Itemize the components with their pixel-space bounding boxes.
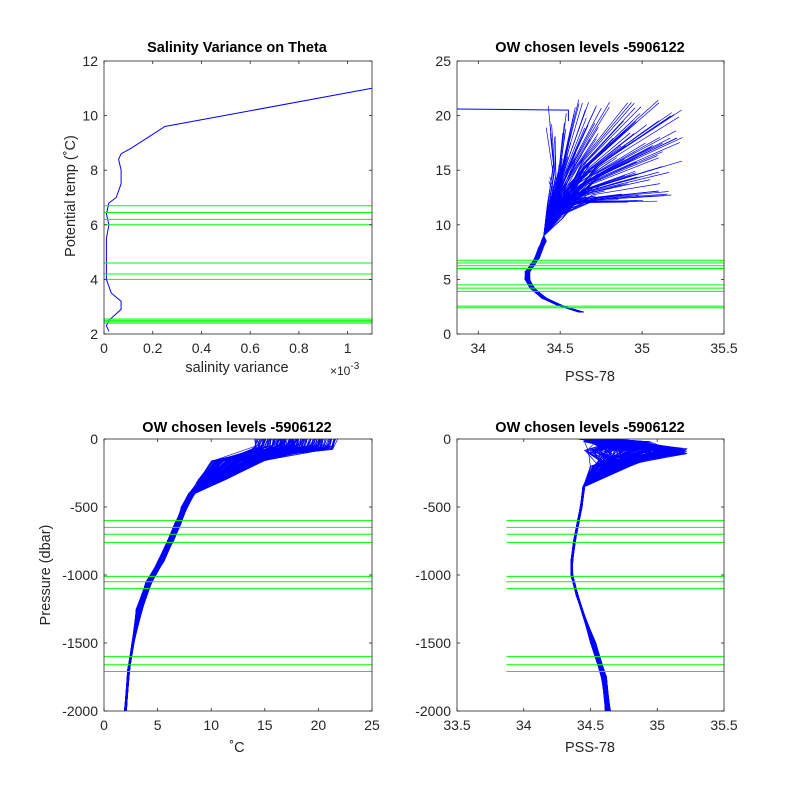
panel4-data	[506, 439, 724, 711]
x-tick-label: 35.5	[710, 340, 737, 356]
panel-theta-salinity: OW chosen levels -5906122 34 34.5 35 35.5 0 5…	[435, 40, 737, 385]
panel3-data	[104, 439, 372, 711]
panel1-x-exponent-power: -3	[350, 361, 359, 372]
x-tick-label: 0.2	[143, 340, 163, 356]
panel2-title: OW chosen levels -5906122	[495, 40, 684, 56]
x-tick-label: 1	[344, 340, 352, 356]
y-tick-label: 10	[82, 108, 98, 124]
series-line	[457, 108, 569, 122]
profile-line	[124, 439, 286, 711]
y-tick-label: -2000	[62, 703, 98, 719]
x-tick-label: 5	[154, 717, 162, 733]
axes-box	[456, 60, 725, 335]
x-tick-label: 35	[634, 340, 650, 356]
panel-salinity-variance: Salinity Variance on Theta 0 0.2 0.4 0.6 0.8…	[63, 40, 373, 378]
y-tick-label: -1000	[62, 567, 98, 583]
y-tick-label: -500	[70, 499, 98, 515]
y-tick-label: -2000	[415, 703, 451, 719]
y-tick-label: -1500	[62, 635, 98, 651]
y-tick-label: -500	[423, 499, 451, 515]
panel2-xlabel: PSS-78	[565, 369, 615, 385]
panel2-plot-area: 34 34.5 35 35.5 0 5 10 15 20 25	[435, 53, 737, 356]
axes-box	[103, 60, 373, 335]
profile-line	[570, 439, 651, 711]
panel1-title: Salinity Variance on Theta	[147, 40, 328, 56]
y-tick-label: 6	[90, 217, 98, 233]
panel3-plot-area: 0 5 10 15 20 25 -2000 -1500 -1000 -500 0	[62, 431, 380, 733]
panel2-data	[457, 99, 724, 313]
panel1-x-exponent-base: ×10	[330, 364, 351, 378]
panel1-x-exponent: ×10-3	[330, 361, 360, 378]
x-tick-label: 0	[100, 340, 108, 356]
x-tick-label: 10	[203, 717, 219, 733]
y-tick-label: 15	[435, 162, 451, 178]
y-tick-label: -1500	[415, 635, 451, 651]
x-tick-label: 0.6	[240, 340, 260, 356]
y-tick-label: 12	[82, 53, 98, 69]
x-tick-label: 15	[257, 717, 273, 733]
panel1-xlabel: salinity variance	[185, 360, 288, 376]
panel1-data	[104, 87, 372, 332]
y-tick-label: 2	[90, 326, 98, 342]
panel-pressure-temperature: OW chosen levels -5906122 0 5 10 15 20 25 -200…	[38, 420, 380, 756]
x-tick-label: 25	[364, 717, 380, 733]
x-tick-label: 0.8	[289, 340, 309, 356]
x-tick-label: 0	[100, 717, 108, 733]
x-tick-label: 34	[471, 340, 487, 356]
x-tick-label: 35.5	[710, 717, 737, 733]
y-tick-label: 20	[435, 108, 451, 124]
y-tick-label: 0	[90, 431, 98, 447]
panel1-ylabel: Potential temp (˚C)	[63, 135, 79, 257]
x-tick-label: 34	[516, 717, 532, 733]
x-tick-label: 0.4	[192, 340, 212, 356]
panel3-xlabel: ˚C	[229, 740, 244, 756]
panel3-title: OW chosen levels -5906122	[142, 420, 331, 436]
panel-pressure-salinity: OW chosen levels -5906122 33.5 34 34.5 35 35…	[415, 420, 738, 756]
x-tick-label: 20	[311, 717, 327, 733]
y-tick-label: 5	[443, 271, 451, 287]
y-tick-label: 0	[443, 431, 451, 447]
y-tick-label: 0	[443, 326, 451, 342]
y-tick-label: -1000	[415, 567, 451, 583]
x-tick-label: 34.5	[547, 340, 574, 356]
y-tick-label: 25	[435, 53, 451, 69]
y-tick-label: 4	[90, 271, 98, 287]
panel4-title: OW chosen levels -5906122	[495, 420, 684, 436]
panel4-xlabel: PSS-78	[565, 740, 615, 756]
panel3-ylabel: Pressure (dbar)	[38, 525, 54, 626]
x-tick-label: 34.5	[577, 717, 604, 733]
panel4-plot-area: 33.5 34 34.5 35 35.5 -2000 -1500 -1000 -500 0	[415, 431, 738, 733]
y-tick-label: 8	[90, 162, 98, 178]
x-tick-label: 33.5	[443, 717, 470, 733]
y-tick-label: 10	[435, 217, 451, 233]
profile-line	[527, 138, 614, 313]
profile-line	[528, 124, 584, 313]
profile-line	[570, 439, 627, 711]
x-tick-label: 35	[649, 717, 665, 733]
